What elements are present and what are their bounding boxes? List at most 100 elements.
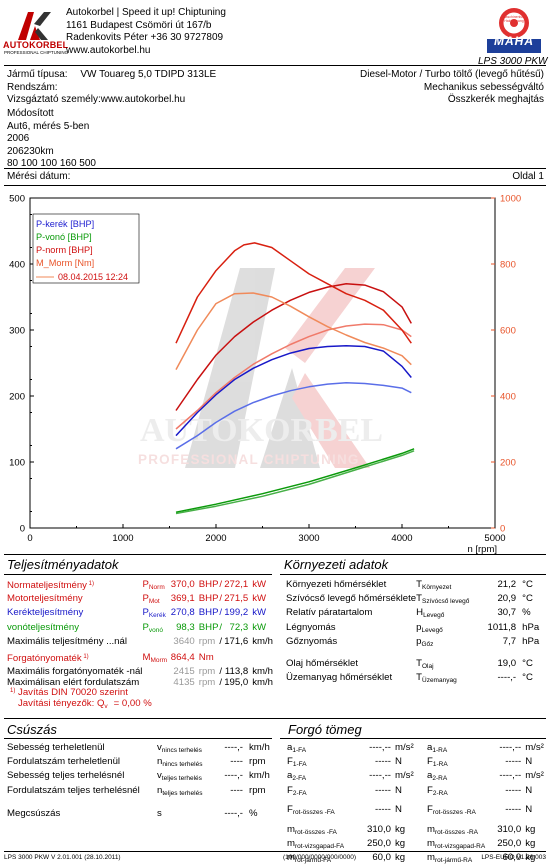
performance-unit2: km/h: [252, 677, 273, 689]
environment-label: Környezeti hőmérséklet: [286, 579, 387, 590]
mass-symbol: F2-RA: [427, 784, 448, 797]
environment-label: Olaj hőmérséklet: [286, 658, 358, 670]
performance-label: Motorteljesítmény: [7, 593, 83, 605]
slip-symbol: nteljes terhelés: [157, 784, 203, 797]
footer-right: LPS-EURO V1.36.003: [481, 854, 546, 861]
performance-value2: 199,2: [224, 607, 249, 619]
performance-unit2: kW: [252, 621, 267, 633]
environment-label: Szívócső levegő hőmérséklete: [286, 593, 417, 605]
mass-row: a1-FA ----,-- m/s²: [287, 742, 417, 756]
performance-value1: 3640: [173, 635, 195, 647]
slip-unit: km/h: [249, 742, 270, 753]
x-tick-label: 2000: [205, 533, 226, 544]
slip-row: Fordulatszám terheletlenül nnincs terhelé…: [7, 756, 273, 770]
performance-label: Normateljesítmény 1): [7, 580, 94, 591]
mass-row: a1-RA ----,-- m/s²: [427, 742, 545, 756]
environment-unit: °C: [522, 672, 533, 684]
maha-logo-text: MAHA: [494, 34, 534, 48]
environment-table: Környezeti hőmérséklet TKörnyezet 21,2 °C Sz…: [286, 579, 546, 686]
y-right-tick-label: 400: [500, 392, 516, 403]
performance-symbol: [142, 636, 169, 647]
mass-row: Frot-összes -FA ----- N: [287, 799, 417, 818]
mass-unit: kg: [525, 838, 536, 850]
performance-unit1: BHP: [198, 621, 219, 633]
watermark-shape: [185, 268, 275, 468]
performance-value1: 98,3: [176, 621, 195, 633]
performance-unit2: [248, 647, 273, 666]
slip-rows: Sebesség terheletlenül vnincs terhelés ---…: [7, 742, 273, 819]
mass-row: F1-FA ----- N: [287, 756, 417, 770]
measurement-date-label: Mérési dátum:: [7, 171, 71, 182]
slip-value: ----,-: [224, 807, 243, 819]
performance-label: Maximális teljesítmény ...nál: [7, 635, 127, 647]
mass-unit: N: [395, 784, 402, 796]
environment-row: Relatív páratartalom HLevegő 30,7%: [286, 607, 542, 621]
watermark-text: AUTOKORBEL: [140, 412, 383, 449]
performance-table: Normateljesítmény 1) PNorm 370,0 BHP/272,1 k…: [7, 579, 273, 689]
environment-value: 19,0: [497, 658, 517, 670]
x-tick-label: 3000: [298, 533, 319, 544]
din-footnote-text: Javítás DIN 70020 szerint: [18, 687, 128, 698]
performance-unit1: BHP: [198, 593, 219, 605]
performance-sep: /: [219, 635, 222, 647]
x-tick-label: 4000: [391, 533, 412, 544]
dyno-chart: AUTOKORBEL PROFESSIONAL CHIPTUNING 0 100 200…: [0, 192, 550, 556]
mass-symbol: mrot-jármű-RA: [427, 852, 473, 864]
performance-row: Motorteljesítmény PMot 369,1 BHP/271,5 kW: [7, 593, 273, 607]
mass-value: 310,0: [497, 824, 522, 836]
performance-row: Kerékteljesítmény PKerék 270,8 BHP/199,2 kW: [7, 607, 273, 621]
mass-unit: N: [525, 784, 533, 796]
mass-row: mrot-jármű-RA 60,0 kg: [427, 852, 545, 864]
mass-unit: N: [395, 803, 402, 815]
slip-unit: rpm: [249, 756, 266, 768]
performance-note: 1): [81, 654, 89, 661]
mass-value: -----: [505, 784, 522, 796]
performance-value2: 113,8: [224, 666, 249, 678]
performance-sep: /: [219, 593, 222, 605]
mass-unit: kg: [525, 852, 536, 864]
environment-symbol: TKörnyezet: [416, 579, 452, 591]
performance-unit1: BHP: [198, 579, 219, 590]
vehicle-type-value: VW Touareg 5,0 TDIPD 313LE: [80, 69, 217, 80]
din-footnote-line1: 1) Javítás DIN 70020 szerint: [10, 686, 152, 698]
slip-title-rule: [4, 738, 272, 739]
environment-unit: °C: [522, 593, 533, 605]
mass-unit: N: [525, 756, 533, 768]
mass-symbol: a1-FA: [287, 742, 307, 754]
maha-seal-text: Maschinenbau Haldenwang: [502, 15, 526, 23]
performance-value1: 2415: [173, 666, 195, 678]
series-line: [175, 292, 412, 370]
series-line: [175, 242, 412, 344]
slip-label: Megcsúszás: [7, 807, 61, 819]
environment-value: 7,7: [502, 635, 517, 647]
performance-symbol: PKerék: [142, 607, 166, 620]
mass-value: 60,0: [372, 852, 391, 864]
performance-symbol: [142, 666, 169, 677]
company-info: Autokorbel | Speed it up! Chiptuning 116…: [66, 7, 226, 57]
performance-row: vonóteljesítmény Pvonó 98,3 BHP/ 72,3 kW: [7, 622, 273, 636]
mass-row: mrot-összes -RA 310,0 kg: [427, 818, 545, 838]
slip-label: Fordulatszám teljes terhelésnél: [7, 784, 140, 796]
slip-title: Csúszás: [7, 722, 57, 737]
slip-symbol: vteljes terhelés: [157, 770, 202, 783]
mass-row: mrot-összes -FA 310,0 kg: [287, 818, 417, 838]
slip-value: ----: [230, 756, 243, 768]
drive-type: Összkerék meghajtás: [447, 94, 544, 105]
legend-box: [32, 213, 140, 284]
y-right-tick-label: 1000: [500, 194, 521, 205]
performance-unit2: kW: [252, 579, 267, 590]
environment-symbol: TSzívócső levegő: [416, 593, 470, 606]
autokorbel-logo: [4, 6, 62, 52]
maha-seal-icon: [487, 8, 541, 53]
performance-symbol: PMot: [142, 593, 160, 606]
environment-row: Környezeti hőmérséklet TKörnyezet 21,2 °C: [286, 579, 542, 593]
mass-symbol: a2-RA: [427, 770, 448, 783]
mass-row: Frot-összes -RA ----- N: [427, 799, 545, 818]
mass-row: a2-FA ----,-- m/s²: [287, 770, 417, 784]
environment-label: Üzemanyag hőmérséklet: [286, 672, 393, 684]
environment-label: Légnyomás: [286, 621, 336, 633]
product-name: LPS 3000 PKW: [478, 56, 548, 67]
environment-symbol: TOlaj: [416, 658, 434, 671]
